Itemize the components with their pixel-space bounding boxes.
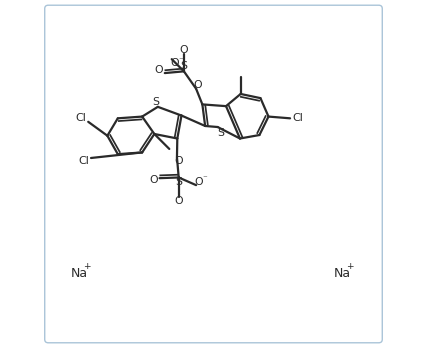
Text: O: O — [170, 58, 178, 68]
Text: ⁻: ⁻ — [202, 174, 207, 183]
Text: S: S — [175, 177, 182, 187]
Text: Cl: Cl — [291, 113, 302, 123]
Text: S: S — [217, 128, 224, 137]
Text: S: S — [152, 97, 159, 107]
Text: Cl: Cl — [78, 157, 89, 166]
Text: O: O — [174, 157, 183, 166]
Text: O: O — [194, 177, 203, 187]
Text: Cl: Cl — [75, 113, 86, 123]
Text: Na: Na — [333, 267, 350, 280]
Text: O: O — [179, 45, 188, 55]
Text: +: + — [345, 262, 353, 271]
Text: Na: Na — [71, 267, 88, 280]
Text: O: O — [174, 196, 183, 206]
FancyBboxPatch shape — [45, 5, 381, 343]
Text: ⁻: ⁻ — [178, 56, 182, 65]
Text: +: + — [83, 262, 91, 271]
Text: O: O — [149, 175, 157, 185]
Text: O: O — [193, 80, 201, 89]
Text: O: O — [154, 65, 162, 75]
Text: S: S — [180, 62, 187, 71]
